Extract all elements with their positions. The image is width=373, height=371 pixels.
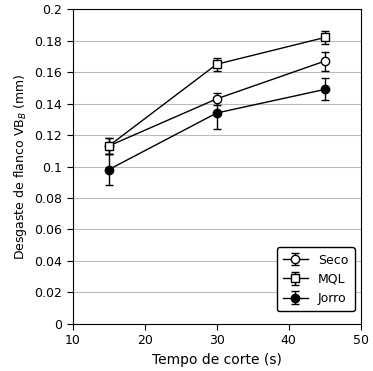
- Legend: Seco, MQL, Jorro: Seco, MQL, Jorro: [277, 247, 355, 311]
- Y-axis label: Desgaste de flanco VB$_B$ (mm): Desgaste de flanco VB$_B$ (mm): [12, 73, 29, 260]
- X-axis label: Tempo de corte (s): Tempo de corte (s): [152, 353, 282, 367]
